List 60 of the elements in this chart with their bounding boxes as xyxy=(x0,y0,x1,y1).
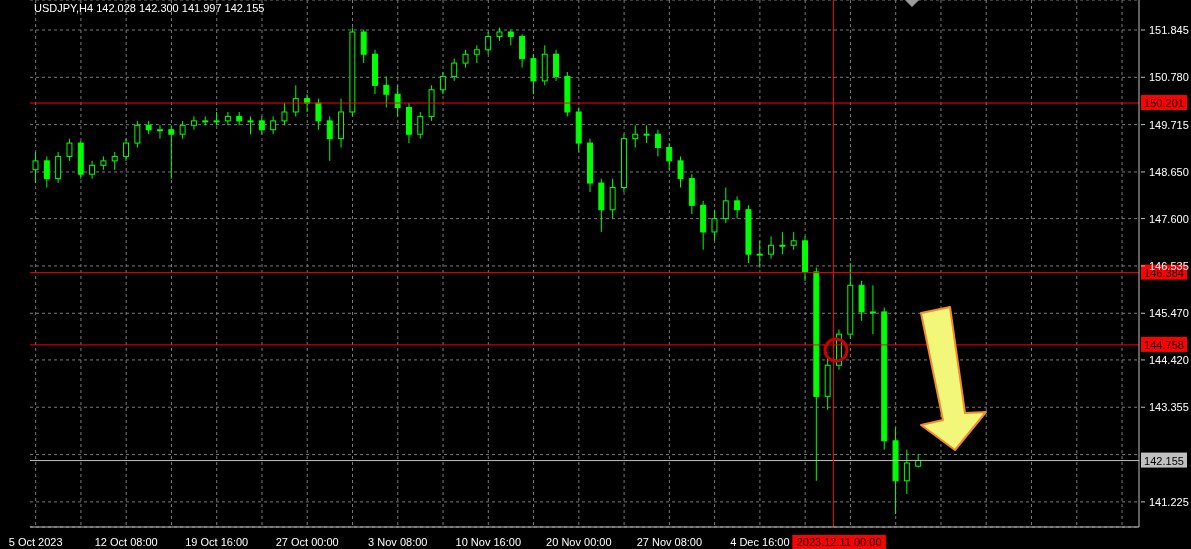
candlestick xyxy=(224,111,231,126)
candlestick xyxy=(485,31,492,55)
y-tick-label: 149.715 xyxy=(1149,118,1189,131)
candlestick xyxy=(734,195,741,220)
candlestick xyxy=(394,84,401,117)
x-tick-label: 12 Oct 08:00 xyxy=(94,536,158,548)
y-tick-label: 145.470 xyxy=(1149,307,1189,320)
chart-title: USDJPY,H4 142.028 142.300 141.997 142.155 xyxy=(34,2,265,14)
y-tick-label: 144.420 xyxy=(1149,353,1189,366)
x-tick-label: 3 Nov 08:00 xyxy=(368,536,428,548)
candlestick xyxy=(43,155,50,189)
candlestick xyxy=(190,115,197,131)
candlestick xyxy=(677,155,684,189)
candlestick xyxy=(32,151,39,184)
candlestick xyxy=(530,53,537,95)
candlestick xyxy=(869,284,876,335)
candlestick xyxy=(451,58,458,82)
candlestick xyxy=(55,151,62,184)
candlestick xyxy=(439,71,446,95)
x-tick-label: 27 Oct 00:00 xyxy=(275,536,339,548)
candlestick xyxy=(654,129,661,157)
candlestick xyxy=(134,120,141,149)
candlestick xyxy=(666,142,673,171)
y-tick-label: 141.225 xyxy=(1149,495,1189,508)
candlestick xyxy=(168,124,175,180)
ref-line-label: 142.155 xyxy=(1144,454,1184,467)
y-tick-label: 143.355 xyxy=(1149,401,1189,414)
x-tick-label: 2023.12.11 00:00 xyxy=(796,536,882,548)
candlestick xyxy=(903,449,910,495)
candlestick xyxy=(519,33,526,69)
candlestick xyxy=(779,231,786,255)
ref-line-label: 144.758 xyxy=(1144,338,1184,351)
candlestick xyxy=(722,187,729,224)
y-tick-label: 147.600 xyxy=(1149,212,1189,225)
candlestick xyxy=(756,240,763,268)
x-tick-label: 5 Oct 2023 xyxy=(8,536,63,548)
candlestick xyxy=(609,178,616,220)
candlestick xyxy=(553,49,560,82)
candlestick xyxy=(768,235,775,260)
candlestick xyxy=(326,115,333,162)
candlestick xyxy=(66,138,73,162)
x-tick-label: 27 Nov 08:00 xyxy=(636,536,703,548)
candlestick xyxy=(711,209,718,242)
y-tick-label: 151.845 xyxy=(1149,23,1189,36)
y-tick-label: 150.780 xyxy=(1149,71,1189,84)
candlestick xyxy=(292,84,299,117)
candlestick xyxy=(360,29,367,64)
candlestick xyxy=(417,111,424,140)
x-tick-label: 4 Dec 16:00 xyxy=(730,536,790,548)
candlestick xyxy=(315,98,322,131)
x-tick-label: 19 Oct 16:00 xyxy=(185,536,249,548)
candlestick xyxy=(123,138,130,162)
ref-line-label: 150.201 xyxy=(1144,97,1184,110)
candlestick xyxy=(632,124,639,149)
x-tick-label: 10 Nov 16:00 xyxy=(455,536,522,548)
y-tick-label: 148.650 xyxy=(1149,165,1189,178)
x-tick-label: 20 Nov 00:00 xyxy=(546,536,612,548)
candlestick xyxy=(281,102,288,126)
candlestick xyxy=(157,124,163,140)
candlestick xyxy=(383,75,390,109)
